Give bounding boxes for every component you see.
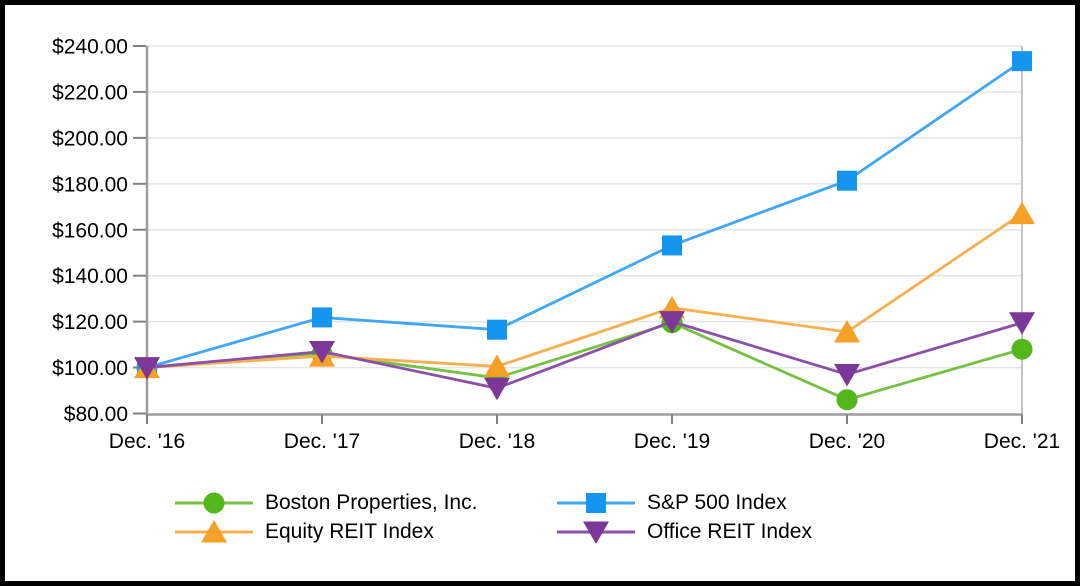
marker-equity-reit-4 bbox=[834, 319, 860, 343]
y-axis-label-240: $240.00 bbox=[52, 36, 128, 59]
legend-label-equity-reit: Equity REIT Index bbox=[265, 520, 434, 543]
x-axis-label-1: Dec. '17 bbox=[284, 430, 360, 453]
marker-office-reit-1 bbox=[309, 340, 335, 364]
marker-boston-properties-4 bbox=[836, 389, 858, 411]
y-axis-label-180: $180.00 bbox=[52, 173, 128, 196]
legend-marker-square-icon bbox=[557, 493, 635, 513]
series-line-sp500 bbox=[146, 59, 1023, 369]
marker-office-reit-3 bbox=[659, 311, 685, 334]
x-axis-label-2: Dec. '18 bbox=[459, 430, 535, 453]
marker-sp500-2 bbox=[487, 319, 507, 340]
marker-sp500-4 bbox=[837, 170, 857, 191]
series-line-office-reit bbox=[146, 320, 1023, 390]
marker-equity-reit-2 bbox=[484, 354, 510, 377]
legend-marker-sp500 bbox=[586, 493, 606, 513]
marker-sp500-5 bbox=[1012, 51, 1032, 72]
legend-item-boston-properties: Boston Properties, Inc. bbox=[173, 489, 555, 517]
x-axis-label-4: Dec. '20 bbox=[809, 430, 885, 453]
marker-office-reit-5 bbox=[1009, 312, 1035, 335]
x-axis-label-3: Dec. '19 bbox=[634, 430, 710, 453]
marker-boston-properties-5 bbox=[1011, 338, 1033, 360]
legend-marker-boston-properties bbox=[203, 492, 225, 514]
marker-office-reit-4 bbox=[834, 363, 860, 387]
y-axis-label-140: $140.00 bbox=[52, 265, 128, 288]
legend-item-office-reit: Office REIT Index bbox=[555, 518, 812, 546]
marker-office-reit-2 bbox=[484, 377, 510, 401]
legend-label-boston-properties: Boston Properties, Inc. bbox=[265, 491, 478, 514]
legend-marker-circle-icon bbox=[175, 492, 253, 514]
series-line-equity-reit bbox=[146, 212, 1023, 369]
legend-marker-office-reit bbox=[583, 521, 609, 544]
y-axis-label-220: $220.00 bbox=[52, 81, 128, 104]
chart-legend: Boston Properties, Inc. S&P 500 Index Eq… bbox=[173, 489, 812, 546]
performance-line-chart: $240.00 $220.00 $200.00 $180.00 $160.00 $140.… bbox=[52, 36, 1060, 454]
y-axis-label-160: $160.00 bbox=[52, 219, 128, 242]
y-axis-label-120: $120.00 bbox=[52, 311, 128, 334]
y-axis-label-80: $80.00 bbox=[64, 403, 128, 426]
legend-item-equity-reit: Equity REIT Index bbox=[173, 518, 555, 546]
y-axis-label-100: $100.00 bbox=[52, 357, 128, 380]
legend-label-sp500: S&P 500 Index bbox=[647, 491, 787, 514]
marker-equity-reit-5 bbox=[1009, 201, 1035, 225]
legend-marker-triangle-up-icon bbox=[175, 520, 253, 543]
x-axis-label-0: Dec. '16 bbox=[109, 430, 185, 453]
legend-item-sp500: S&P 500 Index bbox=[555, 489, 812, 517]
legend-label-office-reit: Office REIT Index bbox=[647, 520, 812, 543]
marker-sp500-3 bbox=[662, 235, 682, 256]
legend-marker-triangle-down-icon bbox=[557, 521, 635, 544]
marker-sp500-1 bbox=[312, 307, 332, 328]
x-axis-label-5: Dec. '21 bbox=[984, 430, 1060, 453]
marker-office-reit-0 bbox=[134, 357, 160, 380]
legend-marker-equity-reit bbox=[201, 520, 227, 543]
series-line-boston-properties bbox=[146, 321, 1023, 402]
y-axis-label-200: $200.00 bbox=[52, 127, 128, 150]
